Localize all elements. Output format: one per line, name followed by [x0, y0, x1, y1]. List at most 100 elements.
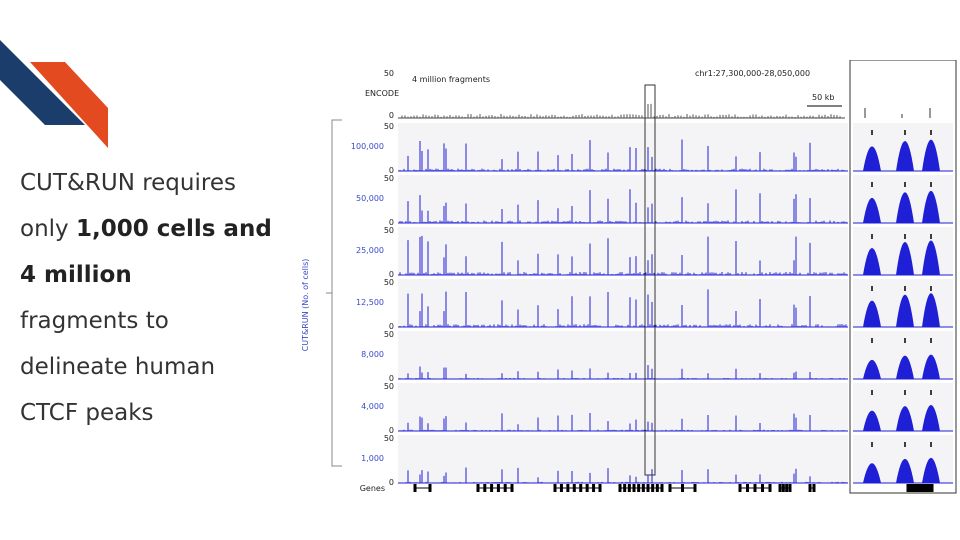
track-max-tick: 50 — [384, 382, 394, 391]
inset-peak — [896, 355, 914, 379]
gene-exon — [623, 484, 627, 492]
gene-exon — [572, 484, 576, 492]
inset-peak — [922, 457, 940, 483]
track-label: 1,000 — [361, 454, 384, 463]
inset-peak — [863, 300, 881, 327]
inset-peak — [863, 359, 881, 379]
track-min-tick: 0 — [389, 218, 394, 227]
inset-peak — [863, 463, 881, 483]
track-3: 50 0 25,000 — [356, 226, 953, 279]
gene-exon — [490, 484, 494, 492]
gene-exon — [660, 484, 664, 492]
gene-exon — [476, 484, 480, 492]
inset-peak — [922, 354, 940, 379]
navy-stripe — [0, 40, 85, 125]
track-max-tick: 50 — [384, 278, 394, 287]
track-label: 8,000 — [361, 350, 384, 359]
encode-max-tick: 50 — [384, 69, 394, 78]
track-max-tick: 50 — [384, 174, 394, 183]
caption-line-4: fragments to — [20, 308, 169, 334]
gene-exon — [510, 484, 514, 492]
inset-peak — [863, 410, 881, 431]
slide-caption: CUT&RUN requires only 1,000 cells and 4 … — [20, 160, 320, 436]
encode-track: ENCODE 50 0 4 million fragments chr1:27,… — [365, 69, 931, 120]
track-label: 100,000 — [351, 142, 384, 151]
track-min-tick: 0 — [389, 374, 394, 383]
gene-exon — [781, 484, 785, 492]
inset-peak — [922, 139, 940, 171]
orange-stripe — [30, 62, 108, 148]
track-label: 25,000 — [356, 246, 384, 255]
track-bg — [398, 279, 848, 327]
gene-exon — [919, 484, 923, 492]
track-bg — [398, 123, 848, 171]
genome-browser-figure: ENCODE 50 0 4 million fragments chr1:27,… — [301, 60, 957, 494]
track-max-tick: 50 — [384, 330, 394, 339]
gene-exon — [618, 484, 622, 492]
track-min-tick: 0 — [389, 166, 394, 175]
gene-exon — [785, 484, 789, 492]
inset-peak — [896, 192, 914, 223]
inset-peak — [922, 405, 940, 431]
track-bg — [398, 175, 848, 223]
corner-decoration — [0, 40, 108, 148]
inset-peak — [896, 458, 914, 483]
gene-exon — [428, 484, 432, 492]
gene-exon — [627, 484, 631, 492]
track-min-tick: 0 — [389, 426, 394, 435]
gene-exon — [637, 484, 641, 492]
track-bg — [398, 331, 848, 379]
gene-exon — [503, 484, 507, 492]
caption-line-3: 4 million — [20, 262, 132, 288]
inset-peak — [922, 190, 940, 223]
gene-exon — [579, 484, 583, 492]
gene-exon — [778, 484, 782, 492]
track-2: 50 0 50,000 — [356, 174, 953, 227]
inset-peak — [863, 197, 881, 223]
inset-peak — [896, 140, 914, 171]
gene-exon — [761, 484, 764, 492]
track-6: 50 0 4,000 — [361, 382, 953, 435]
inset-peak — [896, 242, 914, 275]
gene-exon — [585, 484, 589, 492]
genes-label: Genes — [360, 484, 385, 493]
track-bg — [398, 383, 848, 431]
gene-exon — [788, 484, 792, 492]
caption-line-5: delineate human — [20, 354, 216, 380]
inset-peak — [863, 146, 881, 171]
gene-exon — [768, 484, 772, 492]
inset-peak — [863, 248, 881, 275]
caption-line-1: CUT&RUN requires — [20, 170, 236, 196]
track-min-tick: 0 — [389, 478, 394, 487]
gene-exon — [909, 484, 913, 492]
track-min-tick: 0 — [389, 322, 394, 331]
gene-exon — [917, 484, 921, 492]
gene-exon — [693, 484, 697, 492]
track-7: 50 0 1,000 — [361, 434, 953, 487]
encode-signal — [401, 103, 931, 118]
gene-exon — [559, 484, 563, 492]
gene-exon — [592, 484, 596, 492]
gene-exon — [641, 484, 645, 492]
gene-exon — [553, 484, 557, 492]
gene-exon — [925, 484, 929, 492]
cutrun-tracks: 500100,00050050,00050025,00050012,500500… — [351, 122, 953, 487]
gene-exon — [483, 484, 487, 492]
gene-exon — [930, 484, 934, 492]
caption-line-6: CTCF peaks — [20, 400, 154, 426]
gene-exon — [922, 484, 926, 492]
gene-exon — [413, 484, 417, 492]
track-label: 4,000 — [361, 402, 384, 411]
track-max-tick: 50 — [384, 122, 394, 131]
gene-exon — [651, 484, 655, 492]
y-axis-label: CUT&RUN (No. of cells) — [301, 259, 310, 352]
genomic-coords: chr1:27,300,000-28,050,000 — [695, 69, 810, 78]
gene-exon — [738, 484, 742, 492]
gene-exon — [681, 484, 684, 492]
gene-exon — [812, 484, 816, 492]
caption-line-2: only 1,000 cells and — [20, 206, 320, 252]
gene-exon — [808, 484, 812, 492]
gene-exon — [496, 484, 500, 492]
inset-peak — [922, 240, 940, 275]
encode-label: ENCODE — [365, 89, 399, 98]
